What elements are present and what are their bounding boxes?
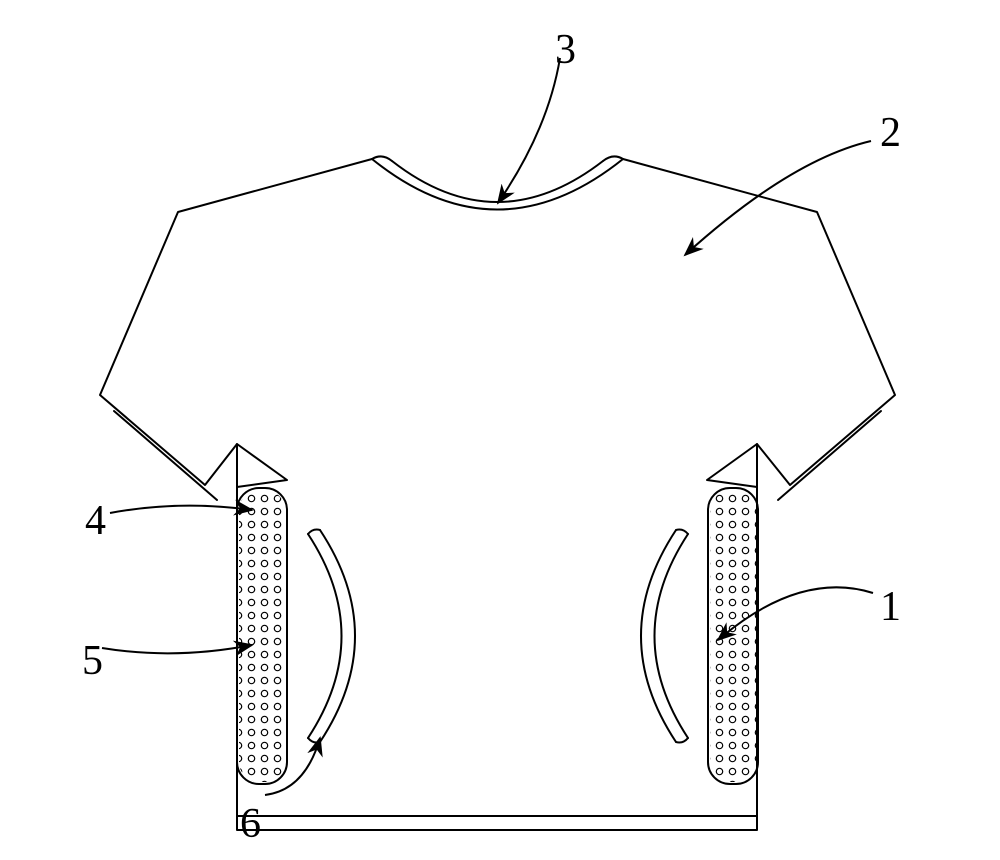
leader-3 [498, 58, 560, 203]
label-6: 6 [240, 800, 261, 848]
label-3: 3 [555, 26, 576, 74]
tshirt-diagram [0, 0, 1000, 860]
label-5: 5 [82, 637, 103, 685]
label-2: 2 [880, 109, 901, 157]
leader-4 [110, 506, 252, 513]
label-1: 1 [880, 583, 901, 631]
pocket-left [308, 530, 355, 743]
label-4: 4 [85, 497, 106, 545]
leader-5 [102, 645, 252, 653]
pocket-right [641, 530, 688, 743]
shirt-outline [100, 156, 895, 830]
leader-2 [685, 141, 871, 255]
mesh-panel-right [710, 490, 756, 782]
mesh-panel-left [239, 490, 285, 782]
